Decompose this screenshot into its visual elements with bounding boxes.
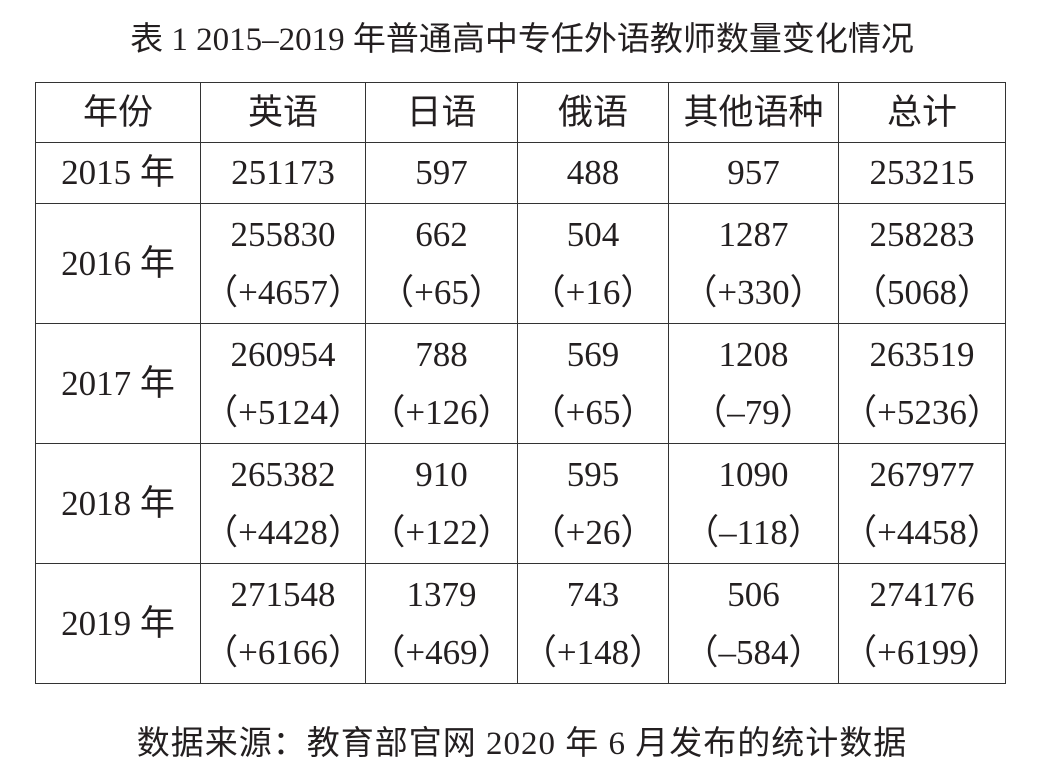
change: （+5236）: [842, 392, 1002, 432]
count: 743: [566, 574, 620, 614]
change: （+5124）: [203, 392, 363, 432]
change: （–118）: [684, 512, 823, 552]
value-cell: 258283 （5068）: [838, 203, 1006, 324]
count: 1208: [718, 334, 789, 374]
header-cell: 俄语: [517, 82, 669, 143]
count: 1379: [406, 574, 477, 614]
count: 1287: [718, 214, 789, 254]
change: （+26）: [530, 512, 656, 552]
year-cell: 2018 年: [35, 443, 201, 564]
year-cell: 2015 年: [35, 142, 201, 204]
change: （+65）: [530, 392, 656, 432]
value-cell: 743 （+148）: [517, 563, 669, 684]
header-cell: 总计: [838, 82, 1006, 143]
change: （+65）: [379, 272, 504, 312]
table-title: 表 1 2015–2019 年普通高中专任外语教师数量变化情况: [130, 22, 914, 58]
value-cell: 910 （+122）: [365, 443, 518, 564]
header-cell: 年份: [35, 82, 201, 143]
value-cell: 595 （+26）: [517, 443, 669, 564]
year-cell: 2017 年: [35, 323, 201, 444]
value-cell: 1090 （–118）: [668, 443, 839, 564]
count: 504: [566, 214, 620, 254]
change: （+4458）: [842, 512, 1002, 552]
value-cell: 1208 （–79）: [668, 323, 839, 444]
count: 662: [415, 214, 468, 254]
value-cell: 253215: [838, 142, 1006, 204]
count: 597: [415, 153, 468, 192]
change: （+122）: [370, 512, 513, 552]
data-table: 年份 英语 日语 俄语 其他语种 总计 2015 年 251173 597 488 957 25321…: [35, 82, 1006, 684]
count: 910: [415, 454, 468, 494]
value-cell: 251173: [200, 142, 366, 204]
change: （+4657）: [203, 272, 363, 312]
header-cell: 英语: [200, 82, 366, 143]
data-row: 2019 年 271548 （+6166） 1379 （+469） 743 （+148） 50…: [35, 563, 1006, 684]
value-cell: 271548 （+6166）: [200, 563, 366, 684]
value-cell: 263519 （+5236）: [838, 323, 1006, 444]
count: 263519: [869, 334, 975, 374]
year-cell: 2019 年: [35, 563, 201, 684]
change: （+330）: [682, 272, 825, 312]
header-cell: 日语: [365, 82, 518, 143]
data-row: 2015 年 251173 597 488 957 253215: [35, 142, 1006, 204]
change: （+148）: [521, 632, 665, 672]
value-cell: 260954 （+5124）: [200, 323, 366, 444]
count: 271548: [230, 574, 336, 614]
change: （+4428）: [203, 512, 363, 552]
value-cell: 957: [668, 142, 839, 204]
count: 788: [415, 334, 468, 374]
year-cell: 2016 年: [35, 203, 201, 324]
count: 265382: [230, 454, 336, 494]
value-cell: 1379 （+469）: [365, 563, 518, 684]
data-row: 2016 年 255830 （+4657） 662 （+65） 504 （+16） 1287 （…: [35, 203, 1006, 324]
change: （+6166）: [203, 632, 363, 672]
count: 957: [727, 153, 780, 192]
value-cell: 274176 （+6199）: [838, 563, 1006, 684]
count: 260954: [230, 334, 336, 374]
count: 255830: [230, 214, 336, 254]
value-cell: 265382 （+4428）: [200, 443, 366, 564]
header-cell: 其他语种: [668, 82, 839, 143]
value-cell: 1287 （+330）: [668, 203, 839, 324]
data-row: 2017 年 260954 （+5124） 788 （+126） 569 （+65） 1208…: [35, 323, 1006, 444]
value-cell: 506 （–584）: [668, 563, 839, 684]
value-cell: 488: [517, 142, 669, 204]
count: 251173: [231, 153, 335, 192]
value-cell: 788 （+126）: [365, 323, 518, 444]
header-row: 年份 英语 日语 俄语 其他语种 总计: [35, 82, 1006, 143]
count: 569: [566, 334, 620, 374]
change: （+16）: [530, 272, 656, 312]
data-row: 2018 年 265382 （+4428） 910 （+122） 595 （+26） 1090…: [35, 443, 1006, 564]
count: 595: [566, 454, 620, 494]
value-cell: 504 （+16）: [517, 203, 669, 324]
value-cell: 569 （+65）: [517, 323, 669, 444]
source-note: 数据来源：教育部官网 2020 年 6 月发布的统计数据: [136, 726, 908, 762]
change: （–79）: [692, 392, 815, 432]
count: 253215: [869, 153, 975, 192]
count: 488: [566, 153, 620, 192]
change: （+126）: [370, 392, 513, 432]
count: 258283: [869, 214, 975, 254]
value-cell: 662 （+65）: [365, 203, 518, 324]
value-cell: 267977 （+4458）: [838, 443, 1006, 564]
value-cell: 255830 （+4657）: [200, 203, 366, 324]
value-cell: 597: [365, 142, 518, 204]
change: （+469）: [370, 632, 513, 672]
count: 1090: [718, 454, 789, 494]
count: 506: [727, 574, 780, 614]
count: 274176: [869, 574, 975, 614]
count: 267977: [869, 454, 975, 494]
change: （5068）: [851, 272, 992, 312]
change: （–584）: [683, 632, 824, 672]
change: （+6199）: [842, 632, 1002, 672]
